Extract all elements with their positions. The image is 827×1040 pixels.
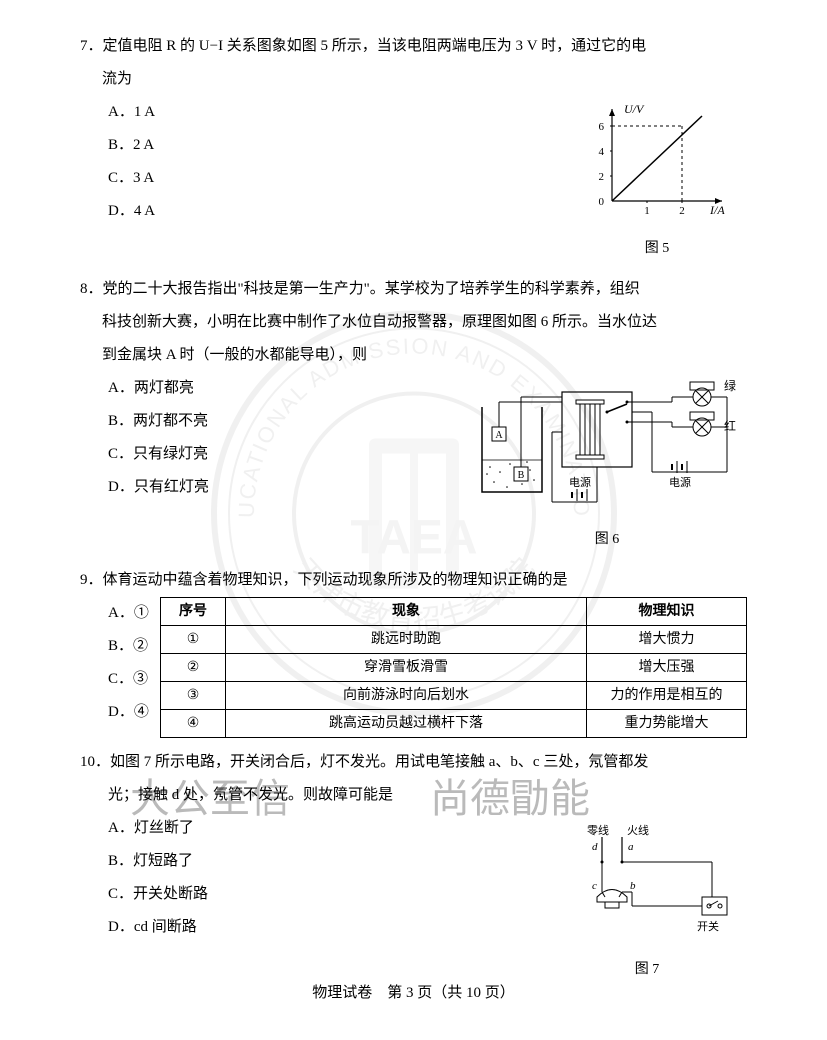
q9-r3c2: 重力势能增大 xyxy=(587,709,747,737)
table-row: ④ 跳高运动员越过横杆下落 重力势能增大 xyxy=(161,709,747,737)
q8-stem-l2: 科技创新大赛，小明在比赛中制作了水位自动报警器，原理图如图 6 所示。当水位达 xyxy=(80,306,747,339)
q8-optC: C．只有绿灯亮 xyxy=(108,438,467,471)
q8-optB: B．两灯都不亮 xyxy=(108,405,467,438)
svg-text:0: 0 xyxy=(599,196,605,208)
q7-options: A．1 A B．2 A C．3 A D．4 A xyxy=(80,96,567,265)
svg-text:零线: 零线 xyxy=(587,823,609,837)
q10-stem-l2: 光；接触 d 处，氖管不发光。则故障可能是 xyxy=(80,779,747,812)
q9-optA: A．① xyxy=(108,597,160,630)
q7-fig-label: 图 5 xyxy=(567,234,747,265)
q9-options: A．① B．② C．③ D．④ xyxy=(80,597,160,729)
svg-text:绿: 绿 xyxy=(724,378,736,393)
svg-text:红: 红 xyxy=(724,418,736,433)
q7-optA: A．1 A xyxy=(108,96,567,129)
q10-optC: C．开关处断路 xyxy=(108,878,547,911)
table-row: ② 穿滑雪板滑雪 增大压强 xyxy=(161,653,747,681)
q10-fig-label: 图 7 xyxy=(547,955,747,986)
svg-text:c: c xyxy=(592,880,597,892)
q9-r0c2: 增大惯力 xyxy=(587,625,747,653)
question-7: 7．定值电阻 R 的 U−I 关系图象如图 5 所示，当该电阻两端电压为 3 V… xyxy=(80,30,747,265)
question-10: 10．如图 7 所示电路，开关闭合后，灯不发光。用试电笔接触 a、b、c 三处，… xyxy=(80,746,747,986)
svg-text:火线: 火线 xyxy=(627,823,649,837)
svg-text:电源: 电源 xyxy=(669,475,691,489)
q8-stem-l3: 到金属块 A 时（一般的水都能导电），则 xyxy=(80,339,747,372)
q7-num: 7． xyxy=(80,38,103,54)
q8-diagram: A B xyxy=(467,372,747,556)
q7-chart: 0 2 4 6 1 2 U/V I/A 图 5 xyxy=(567,96,747,265)
q9-optD: D．④ xyxy=(108,696,160,729)
q7-stem: 7．定值电阻 R 的 U−I 关系图象如图 5 所示，当该电阻两端电压为 3 V… xyxy=(80,30,747,63)
svg-text:U/V: U/V xyxy=(624,102,645,116)
q7-stem-l2: 流为 xyxy=(80,63,747,96)
q10-num: 10． xyxy=(80,754,110,770)
svg-text:b: b xyxy=(630,880,636,892)
q9-stem: 体育运动中蕴含着物理知识，下列运动现象所涉及的物理知识正确的是 xyxy=(103,572,568,588)
svg-text:A: A xyxy=(495,430,503,441)
svg-text:d: d xyxy=(592,841,598,853)
q9-th-1: 现象 xyxy=(226,597,587,625)
svg-text:电源: 电源 xyxy=(569,475,591,489)
q9-r0c1: 跳远时助跑 xyxy=(226,625,587,653)
q9-r0c0: ① xyxy=(161,625,226,653)
q9-optC: C．③ xyxy=(108,663,160,696)
svg-text:6: 6 xyxy=(599,121,605,133)
q10-optD: D．cd 间断路 xyxy=(108,911,547,944)
q8-optD: D．只有红灯亮 xyxy=(108,471,467,504)
q9-r3c0: ④ xyxy=(161,709,226,737)
svg-text:a: a xyxy=(628,841,634,853)
question-8: 8．党的二十大报告指出"科技是第一生产力"。某学校为了培养学生的科学素养，组织 … xyxy=(80,273,747,556)
svg-text:2: 2 xyxy=(679,205,685,217)
q9-r1c1: 穿滑雪板滑雪 xyxy=(226,653,587,681)
svg-text:4: 4 xyxy=(599,146,605,158)
q10-diagram: 零线 火线 d a 开关 xyxy=(547,812,747,986)
q10-optA: A．灯丝断了 xyxy=(108,812,547,845)
svg-text:B: B xyxy=(518,470,525,481)
q9-num: 9． xyxy=(80,572,103,588)
svg-text:I/A: I/A xyxy=(709,203,725,217)
table-row: ① 跳远时助跑 增大惯力 xyxy=(161,625,747,653)
q8-stem: 8．党的二十大报告指出"科技是第一生产力"。某学校为了培养学生的科学素养，组织 xyxy=(80,273,747,306)
q9-table: 序号 现象 物理知识 ① 跳远时助跑 增大惯力 ② 穿滑雪板滑雪 增大压强 ③ … xyxy=(160,597,747,738)
table-row: ③ 向前游泳时向后划水 力的作用是相互的 xyxy=(161,681,747,709)
q9-stem-wrap: 9．体育运动中蕴含着物理知识，下列运动现象所涉及的物理知识正确的是 xyxy=(80,564,747,597)
q10-stem-l1: 如图 7 所示电路，开关闭合后，灯不发光。用试电笔接触 a、b、c 三处，氖管都… xyxy=(110,754,648,770)
q9-r1c2: 增大压强 xyxy=(587,653,747,681)
q8-num: 8． xyxy=(80,281,103,297)
q8-optA: A．两灯都亮 xyxy=(108,372,467,405)
q9-th-2: 物理知识 xyxy=(587,597,747,625)
q8-stem-l1: 党的二十大报告指出"科技是第一生产力"。某学校为了培养学生的科学素养，组织 xyxy=(103,281,640,297)
q10-stem: 10．如图 7 所示电路，开关闭合后，灯不发光。用试电笔接触 a、b、c 三处，… xyxy=(80,746,747,779)
q10-options: A．灯丝断了 B．灯短路了 C．开关处断路 D．cd 间断路 xyxy=(80,812,547,986)
q9-r2c1: 向前游泳时向后划水 xyxy=(226,681,587,709)
q9-r3c1: 跳高运动员越过横杆下落 xyxy=(226,709,587,737)
q9-r2c0: ③ xyxy=(161,681,226,709)
q7-stem-l1: 定值电阻 R 的 U−I 关系图象如图 5 所示，当该电阻两端电压为 3 V 时… xyxy=(103,38,647,54)
q9-optB: B．② xyxy=(108,630,160,663)
q9-r1c0: ② xyxy=(161,653,226,681)
q8-fig-label: 图 6 xyxy=(467,525,747,556)
q10-optB: B．灯短路了 xyxy=(108,845,547,878)
q8-options: A．两灯都亮 B．两灯都不亮 C．只有绿灯亮 D．只有红灯亮 xyxy=(80,372,467,556)
svg-text:开关: 开关 xyxy=(697,919,719,933)
question-9: 9．体育运动中蕴含着物理知识，下列运动现象所涉及的物理知识正确的是 A．① B．… xyxy=(80,564,747,738)
q9-r2c2: 力的作用是相互的 xyxy=(587,681,747,709)
q9-th-0: 序号 xyxy=(161,597,226,625)
q7-optB: B．2 A xyxy=(108,129,567,162)
svg-text:2: 2 xyxy=(599,171,605,183)
q7-optC: C．3 A xyxy=(108,162,567,195)
q7-optD: D．4 A xyxy=(108,195,567,228)
svg-text:1: 1 xyxy=(644,205,650,217)
